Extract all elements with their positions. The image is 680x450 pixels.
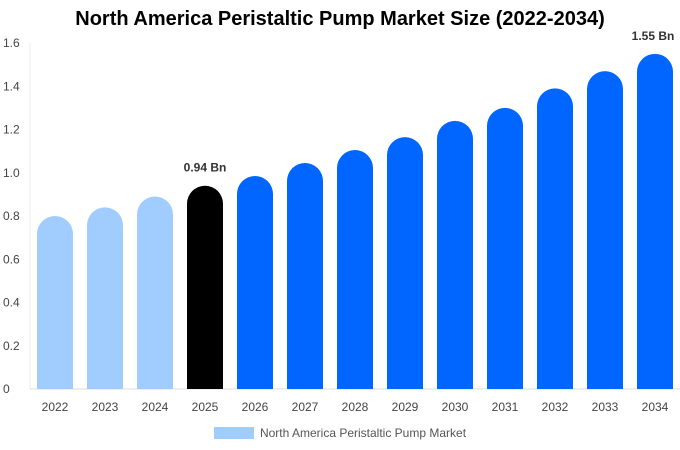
bar-2030 <box>437 120 473 389</box>
y-tick-label: 1.4 <box>3 79 20 93</box>
chart-title: North America Peristaltic Pump Market Si… <box>75 8 605 30</box>
x-tick-label: 2022 <box>42 400 69 414</box>
x-tick-label: 2023 <box>92 400 119 414</box>
bar-2028 <box>337 150 373 389</box>
bar-2031 <box>487 107 523 390</box>
y-tick-label: 0.8 <box>3 209 20 223</box>
bar-2024 <box>137 196 173 389</box>
x-tick-label: 2030 <box>442 400 469 414</box>
x-tick-label: 2027 <box>292 400 319 414</box>
y-tick-label: 0.4 <box>3 296 20 310</box>
x-tick-label: 2034 <box>642 400 669 414</box>
bar-2029 <box>387 137 423 389</box>
bar-2023 <box>87 207 123 389</box>
x-tick-label: 2031 <box>492 400 519 414</box>
y-tick-label: 1.0 <box>3 166 20 180</box>
y-tick-label: 0.6 <box>3 252 20 266</box>
legend-label: North America Peristaltic Pump Market <box>259 426 467 440</box>
x-tick-label: 2032 <box>542 400 569 414</box>
y-tick-label: 1.6 <box>3 36 20 50</box>
bar-2032 <box>537 88 573 389</box>
x-tick-label: 2025 <box>192 400 219 414</box>
x-tick-label: 2026 <box>242 400 269 414</box>
y-tick-label: 1.2 <box>3 123 20 137</box>
bar-2027 <box>287 163 323 389</box>
x-tick-label: 2024 <box>142 400 169 414</box>
x-tick-label: 2033 <box>592 400 619 414</box>
y-tick-label: 0.2 <box>3 339 20 353</box>
legend: North America Peristaltic Pump Market <box>0 426 680 440</box>
x-tick-label: 2029 <box>392 400 419 414</box>
legend-swatch <box>213 427 254 439</box>
y-tick-label: 0 <box>3 382 10 396</box>
bar-2025 <box>187 185 223 389</box>
data-label: 1.55 Bn <box>632 29 675 43</box>
bar-2022 <box>37 216 73 389</box>
bar-2033 <box>587 71 623 390</box>
bar-2034 <box>637 53 673 389</box>
x-tick-label: 2028 <box>342 400 369 414</box>
data-label: 0.94 Bn <box>184 161 227 175</box>
bar-2026 <box>237 175 273 389</box>
